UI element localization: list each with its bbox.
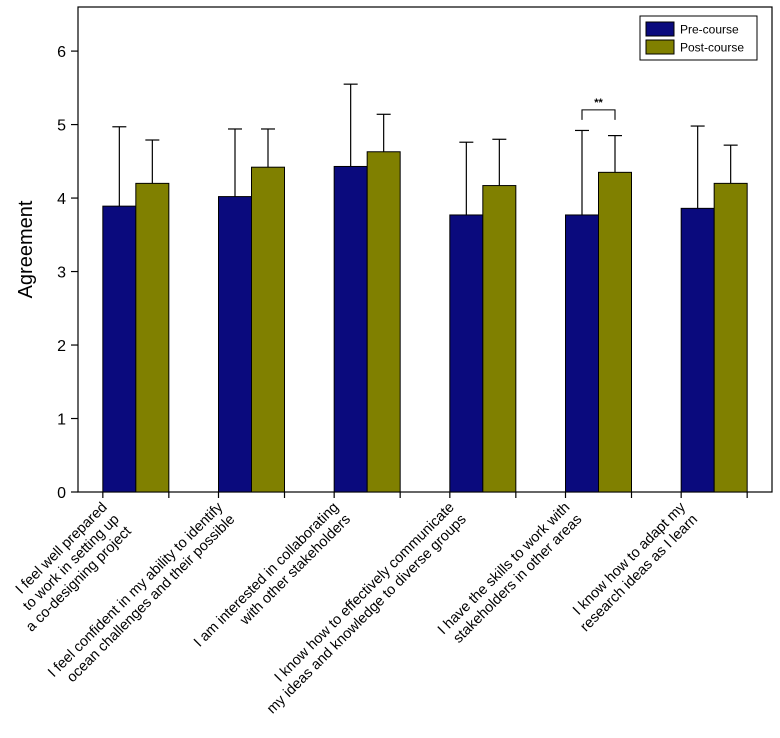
pre-course-bar-4 <box>449 214 484 493</box>
significance-marker: ** <box>594 97 603 109</box>
y-tick-label: 6 <box>57 44 66 61</box>
y-tick-label: 2 <box>57 338 66 355</box>
post-course-bar-6 <box>713 182 748 493</box>
error-bars <box>112 83 738 215</box>
significance-annotations: ** <box>581 97 616 120</box>
post-course-bar-5 <box>598 171 632 493</box>
x-axis: I feel well preparedto work in setting u… <box>13 492 748 718</box>
y-axis-title: Agreement <box>15 200 37 298</box>
y-tick-label: 5 <box>57 118 66 135</box>
post-course-bar-2 <box>251 166 285 493</box>
category-label-line: stakeholders in other areas <box>450 512 585 647</box>
y-axis: 0 1 2 3 4 5 6 <box>57 44 78 502</box>
category-label-line: I know how to effectively communicate <box>272 500 458 686</box>
legend: Pre-course Post-course <box>639 15 758 61</box>
category-label: I know how to effectively communicatemy … <box>252 500 470 718</box>
pre-course-bar-6 <box>680 207 715 493</box>
pre-course-bar-2 <box>218 196 252 493</box>
post-course-legend-label: Post-course <box>680 41 744 55</box>
post-course-bar-1 <box>135 182 170 493</box>
bars <box>102 151 748 493</box>
category-label: I know how to adapt myresearch ideas as … <box>565 499 701 635</box>
y-tick-label: 0 <box>57 485 66 502</box>
pre-course-legend-swatch <box>645 21 675 37</box>
y-axis-title-text: Agreement <box>15 200 37 298</box>
pre-course-legend-label: Pre-course <box>680 23 739 37</box>
pre-course-bar-5 <box>565 214 599 493</box>
y-tick-label: 3 <box>57 265 66 282</box>
y-tick-label: 4 <box>57 191 66 208</box>
significance-bracket <box>581 109 616 120</box>
post-course-bar-3 <box>366 151 401 493</box>
pre-course-bar-3 <box>333 165 368 493</box>
post-course-bar-4 <box>482 185 517 493</box>
category-label-line: I know how to adapt my <box>570 499 690 619</box>
y-tick-label: 1 <box>57 412 66 429</box>
plot-border <box>77 6 773 493</box>
category-label-line: research ideas as I learn <box>577 512 701 636</box>
post-course-legend-swatch <box>645 39 675 55</box>
pre-course-bar-1 <box>102 205 137 493</box>
plot-frame <box>77 6 773 493</box>
